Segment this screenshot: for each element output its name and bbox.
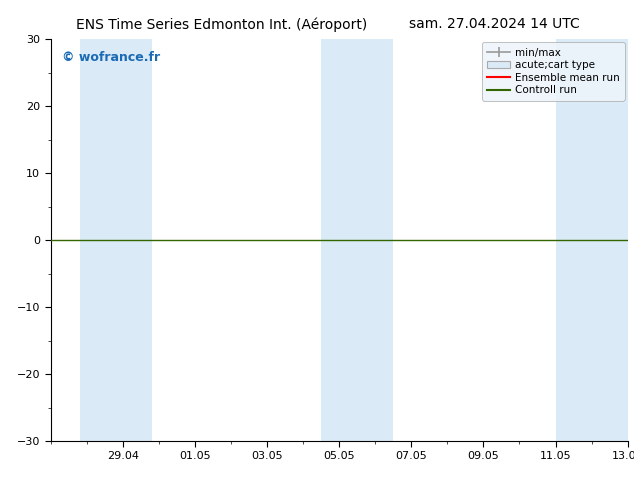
Text: sam. 27.04.2024 14 UTC: sam. 27.04.2024 14 UTC xyxy=(409,17,580,31)
Bar xyxy=(555,39,628,441)
Bar xyxy=(321,39,393,441)
Legend: min/max, acute;cart type, Ensemble mean run, Controll run: min/max, acute;cart type, Ensemble mean … xyxy=(482,42,624,100)
Text: ENS Time Series Edmonton Int. (Aéroport): ENS Time Series Edmonton Int. (Aéroport) xyxy=(76,17,368,32)
Text: © wofrance.fr: © wofrance.fr xyxy=(62,51,160,64)
Bar xyxy=(79,39,152,441)
